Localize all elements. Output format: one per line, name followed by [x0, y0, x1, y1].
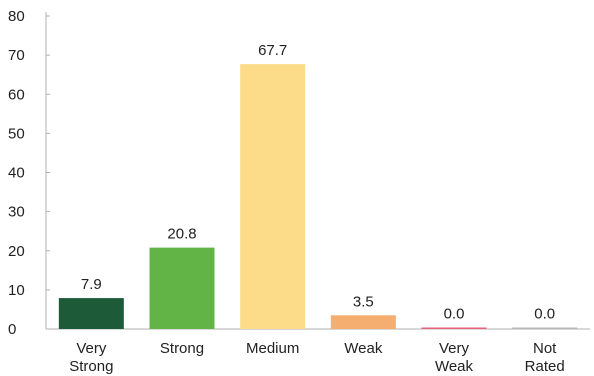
y-tick-label: 60 — [8, 86, 25, 103]
value-label: 67.7 — [258, 42, 287, 59]
bar — [149, 247, 215, 329]
value-label: 20.8 — [167, 226, 196, 243]
bar — [58, 298, 124, 329]
value-label: 7.9 — [81, 276, 102, 293]
y-tick-label: 50 — [8, 125, 25, 142]
y-axis-ticks: 0 10 20 30 40 50 60 70 80 — [8, 8, 50, 338]
y-tick-label: 20 — [8, 243, 25, 260]
y-tick-label: 0 — [8, 321, 16, 338]
bar — [330, 315, 396, 329]
y-tick-label: 10 — [8, 282, 25, 299]
x-tick-label: Medium — [246, 340, 299, 357]
chart-axes — [45, 12, 590, 330]
y-tick-label: 80 — [8, 8, 25, 25]
value-label: 3.5 — [353, 293, 374, 310]
y-tick-label: 70 — [8, 47, 25, 64]
bar — [512, 327, 578, 329]
y-tick-label: 30 — [8, 204, 25, 221]
x-tick-label: Strong — [160, 340, 204, 357]
x-tick-label: Weak — [435, 358, 474, 375]
bar — [240, 64, 306, 329]
x-tick-label: Very — [439, 340, 470, 357]
x-tick-label: Weak — [344, 340, 383, 357]
x-tick-label: Rated — [525, 358, 565, 375]
bars — [58, 64, 578, 329]
x-tick-label: Strong — [69, 358, 113, 375]
x-tick-label: Very — [76, 340, 107, 357]
y-tick-label: 40 — [8, 165, 25, 182]
bar — [421, 327, 487, 329]
value-label: 0.0 — [444, 306, 465, 323]
value-labels: 7.9 20.8 67.7 3.5 0.0 0.0 — [81, 42, 555, 322]
value-label: 0.0 — [534, 306, 555, 323]
x-tick-label: Not — [533, 340, 557, 357]
